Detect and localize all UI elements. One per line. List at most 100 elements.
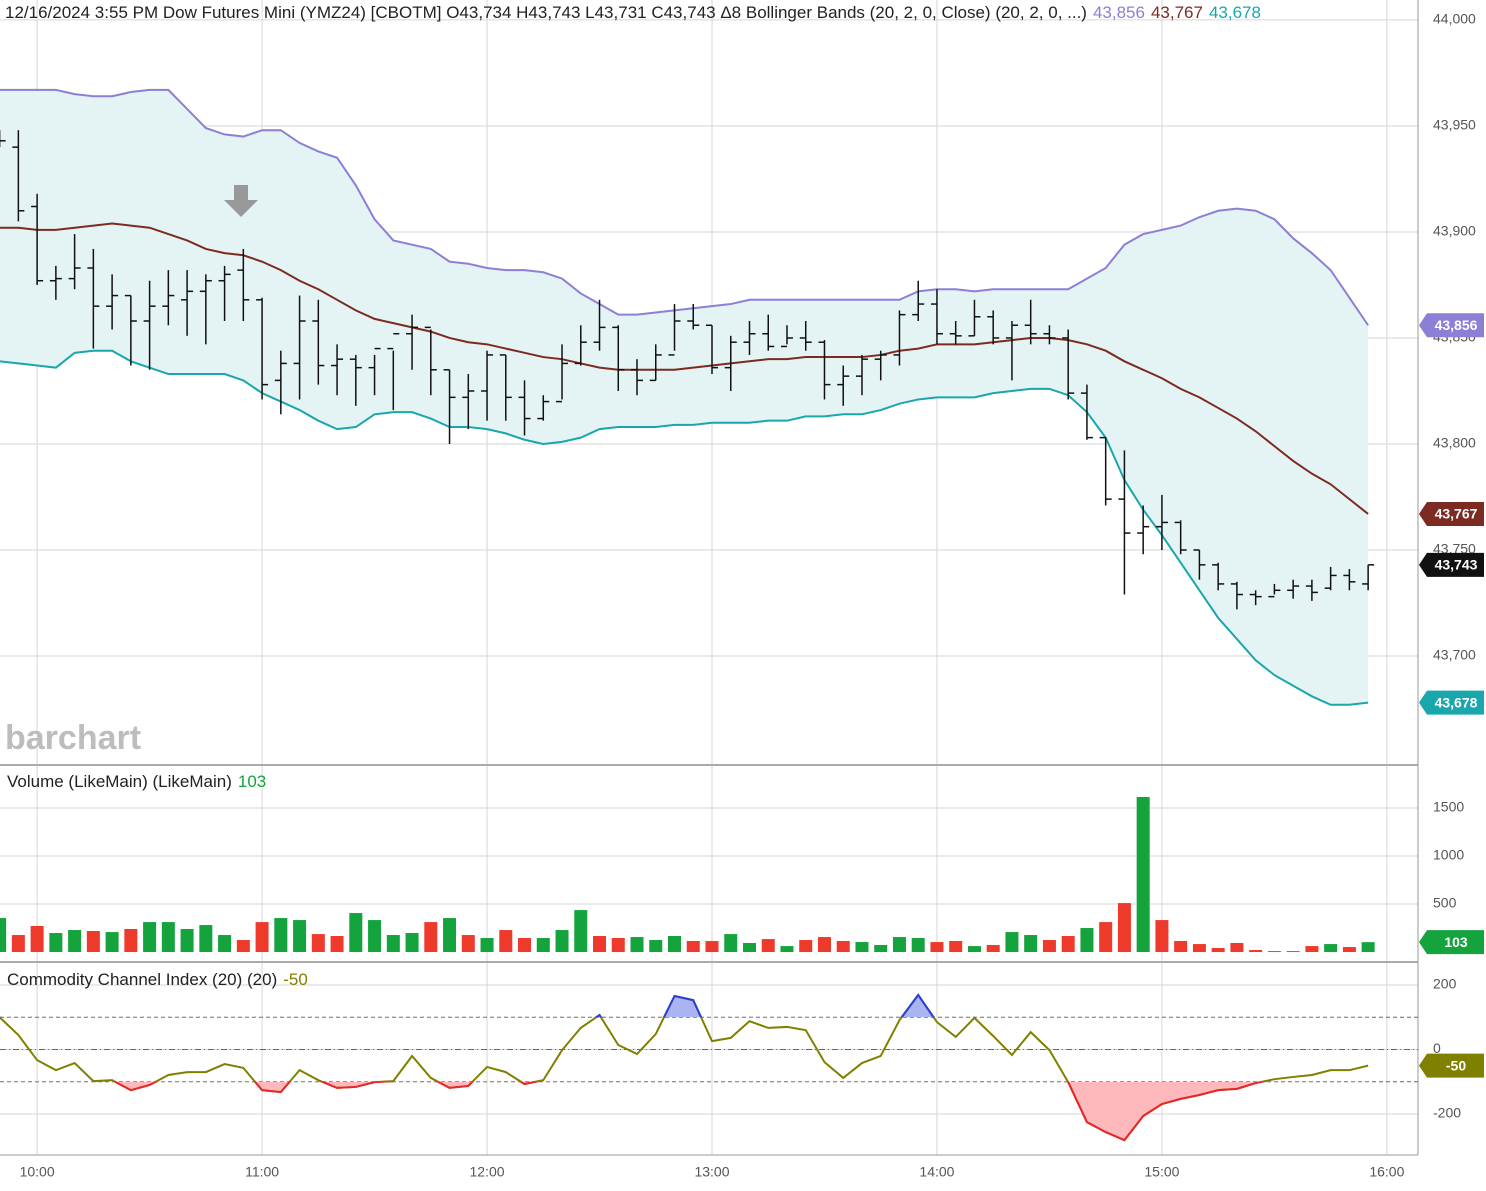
volume-bar xyxy=(593,936,607,953)
volume-bar xyxy=(1230,943,1244,953)
volume-bar xyxy=(1211,948,1225,953)
volume-bar xyxy=(1305,946,1319,953)
volume-bar xyxy=(480,938,494,953)
volume-bar xyxy=(1324,944,1338,953)
y-tick-label: 43,750 xyxy=(1433,541,1476,557)
volume-bar xyxy=(161,922,175,953)
cci-fill-above xyxy=(596,995,934,1018)
volume-bar xyxy=(930,942,944,953)
y-tick-label: 0 xyxy=(1433,1040,1441,1056)
volume-bar xyxy=(424,922,438,953)
header-middle-value: 43,767 xyxy=(1151,3,1203,22)
cci-line-above xyxy=(0,993,976,1018)
cci-header-value: -50 xyxy=(283,970,308,989)
volume-bar xyxy=(892,937,906,953)
volume-bar xyxy=(311,934,325,953)
volume-header-value: 103 xyxy=(238,772,266,791)
x-tick-label: 10:00 xyxy=(20,1164,55,1180)
tags-layer: 10:00 11:00 12:00 13:00 14:00 15:00 16:00 43,85… xyxy=(20,313,1484,1180)
volume-bar xyxy=(11,935,25,953)
volume-bar xyxy=(611,938,625,953)
volume-bar xyxy=(780,946,794,953)
watermark: barchart xyxy=(5,719,141,757)
volume-bar xyxy=(761,939,775,953)
volume-bar xyxy=(1061,936,1075,953)
volume-bar xyxy=(1099,922,1113,953)
volume-bar xyxy=(1361,942,1375,953)
volume-bar xyxy=(630,937,644,953)
volume-bar xyxy=(461,935,475,953)
volume-bar xyxy=(668,936,682,953)
volume-bar xyxy=(349,913,363,953)
volume-bar xyxy=(817,937,831,953)
background-layer: 43,70043,75043,80043,85043,90043,95044,0… xyxy=(0,0,1476,1156)
x-tick-label: 15:00 xyxy=(1144,1164,1179,1180)
volume-bar xyxy=(293,920,307,953)
volume-bar xyxy=(836,940,850,953)
header-upper-value: 43,856 xyxy=(1093,3,1145,22)
price-tag-label: -50 xyxy=(1446,1057,1466,1073)
volume-bar xyxy=(105,932,119,953)
band-fill xyxy=(0,89,1369,705)
volume-bar xyxy=(218,935,232,953)
y-tick-label: 200 xyxy=(1433,976,1457,992)
volume-bar xyxy=(1005,932,1019,953)
volume-bar xyxy=(1080,928,1094,953)
volume-bar xyxy=(949,940,963,953)
band-line xyxy=(0,88,1369,326)
volume-bar xyxy=(255,922,269,953)
volume-bar xyxy=(274,918,288,953)
volume-bar xyxy=(1192,944,1206,953)
volume-bar xyxy=(236,940,250,953)
volume-bar xyxy=(1286,951,1300,953)
cci-fill-below xyxy=(115,1081,1262,1141)
x-tick-label: 14:00 xyxy=(919,1164,954,1180)
x-tick-label: 12:00 xyxy=(470,1164,505,1180)
price-tag-label: 103 xyxy=(1444,934,1468,950)
price-tag xyxy=(1419,501,1484,526)
price-tag xyxy=(1419,930,1484,955)
y-tick-label: -200 xyxy=(1433,1105,1461,1121)
volume-bar xyxy=(1342,947,1356,953)
volume-bar xyxy=(30,926,44,953)
volume-bar xyxy=(1174,940,1188,953)
volume-bar xyxy=(1249,950,1263,953)
price-tag xyxy=(1419,690,1484,715)
x-tick-label: 13:00 xyxy=(694,1164,729,1180)
y-tick-label: 43,800 xyxy=(1433,435,1476,451)
volume-bar xyxy=(1024,935,1038,953)
x-tick-label: 11:00 xyxy=(245,1164,279,1180)
volume-bar xyxy=(330,936,344,953)
price-tag-label: 43,678 xyxy=(1435,694,1478,710)
price-tag-label: 43,767 xyxy=(1435,506,1478,522)
volume-bar xyxy=(649,940,663,953)
volume-bar xyxy=(1136,796,1150,953)
marks-layer xyxy=(0,88,1418,1142)
volume-bar xyxy=(49,933,63,953)
volume-bar xyxy=(143,922,157,953)
y-tick-label: 500 xyxy=(1433,895,1457,911)
price-tag xyxy=(1419,313,1484,338)
volume-bar xyxy=(555,930,569,953)
volume-bar xyxy=(724,934,738,953)
y-tick-label: 1500 xyxy=(1433,799,1464,815)
down-arrow-icon xyxy=(224,185,258,217)
price-tag xyxy=(1419,552,1484,577)
band-line xyxy=(0,349,1369,706)
volume-bar xyxy=(405,933,419,953)
volume-bar xyxy=(180,928,194,953)
volume-bar xyxy=(799,940,813,953)
volume-bar xyxy=(499,930,513,953)
volume-title: Volume (LikeMain) (LikeMain) 103 xyxy=(7,772,266,791)
volume-bar xyxy=(986,945,1000,953)
cci-title: Commodity Channel Index (20) (20) -50 xyxy=(7,970,308,989)
y-tick-label: 43,950 xyxy=(1433,117,1476,133)
volume-bar xyxy=(536,938,550,953)
volume-bar xyxy=(705,940,719,953)
volume-bar xyxy=(0,918,7,953)
volume-bar xyxy=(124,928,138,953)
header-lower-value: 43,678 xyxy=(1209,3,1261,22)
volume-bar xyxy=(855,942,869,953)
cci-header-text: Commodity Channel Index (20) (20) xyxy=(7,970,277,989)
